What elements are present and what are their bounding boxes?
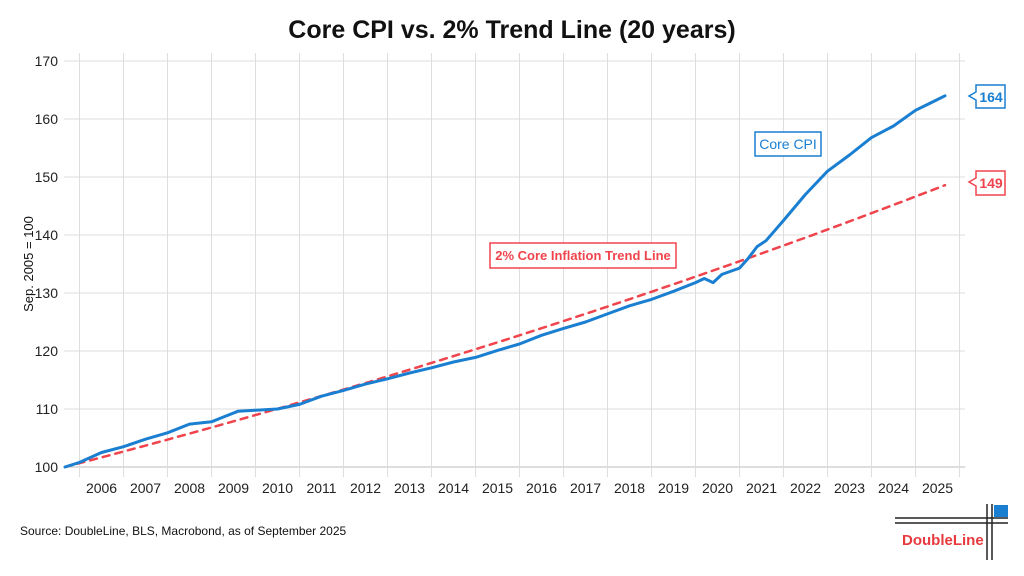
x-tick-label: 2009 xyxy=(218,480,249,496)
x-tick-label: 2019 xyxy=(658,480,689,496)
source-note: Source: DoubleLine, BLS, Macrobond, as o… xyxy=(20,524,347,538)
x-tick-label: 2024 xyxy=(878,480,909,496)
y-tick-label: 130 xyxy=(35,285,59,301)
x-tick-label: 2010 xyxy=(262,480,293,496)
series-line-2-core-inflation-trend-line xyxy=(63,183,947,469)
chart-title: Core CPI vs. 2% Trend Line (20 years) xyxy=(288,16,736,44)
x-tick-label: 2011 xyxy=(306,480,336,496)
x-tick-label: 2023 xyxy=(834,480,865,496)
x-tick-labels: 2006 2007 2008 2009 2010 2011 2012 2013 2014 2015… xyxy=(86,480,953,496)
series-lines xyxy=(63,94,947,469)
y-tick-label: 120 xyxy=(35,343,59,359)
y-tick-label: 150 xyxy=(35,169,59,185)
annotation-core-cpi: Core CPI xyxy=(754,131,822,157)
svg-text:149: 149 xyxy=(979,175,1003,191)
x-tick-label: 2016 xyxy=(526,480,557,496)
svg-text:164: 164 xyxy=(979,89,1003,105)
x-tick-label: 2013 xyxy=(394,480,425,496)
x-tick-label: 2015 xyxy=(482,480,513,496)
x-tick-label: 2021 xyxy=(746,480,777,496)
y-tick-label: 100 xyxy=(35,459,59,475)
y-axis-label: Sep. 2005 = 100 xyxy=(21,216,36,312)
x-tick-label: 2017 xyxy=(570,480,601,496)
x-tick-label: 2008 xyxy=(174,480,205,496)
y-tick-label: 170 xyxy=(35,53,59,69)
end-label-trend: 149 xyxy=(967,170,1006,196)
svg-text:Core CPI: Core CPI xyxy=(759,136,817,152)
y-tick-label: 160 xyxy=(35,111,59,127)
svg-text:DoubleLine: DoubleLine xyxy=(902,532,984,549)
y-tick-labels: 100 110 120 130 140 150 160 170 xyxy=(35,53,59,475)
end-label-core-cpi: 164 xyxy=(967,84,1006,109)
doubleline-logo: DoubleLine xyxy=(895,504,1008,560)
x-tick-label: 2022 xyxy=(790,480,821,496)
x-tick-label: 2006 xyxy=(86,480,117,496)
x-tick-label: 2012 xyxy=(350,480,381,496)
x-tick-label: 2025 xyxy=(922,480,953,496)
x-tick-label: 2018 xyxy=(614,480,645,496)
annotation-trend-line: 2% Core Inflation Trend Line xyxy=(489,242,677,269)
y-tick-label: 110 xyxy=(36,401,59,417)
svg-text:2% Core Inflation Trend Line: 2% Core Inflation Trend Line xyxy=(495,248,671,263)
series-line-core-cpi xyxy=(63,94,947,469)
x-tick-label: 2014 xyxy=(438,480,469,496)
x-tick-label: 2020 xyxy=(702,480,733,496)
x-tick-label: 2007 xyxy=(130,480,161,496)
y-tick-label: 140 xyxy=(35,227,59,243)
